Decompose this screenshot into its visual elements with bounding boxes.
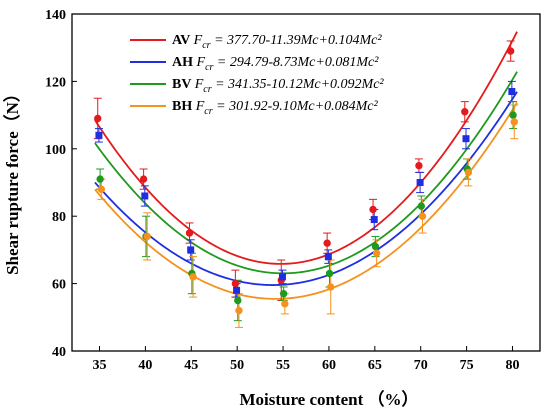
point-bh [418, 212, 427, 220]
y-tick-label: 100 [45, 143, 66, 158]
point-ah [141, 192, 149, 200]
x-tick-label: 60 [322, 358, 336, 373]
legend-entry-bh: BH Fcr = 301.92-9.10Mc+0.084Mc² [172, 99, 378, 117]
point-ah [233, 286, 241, 294]
fit-curves [94, 31, 518, 300]
point-av [369, 205, 377, 214]
y-tick-label: 140 [45, 8, 66, 23]
point-av [415, 161, 423, 170]
point-bh [510, 118, 518, 126]
x-tick-label: 50 [230, 358, 244, 373]
plot-border [71, 13, 541, 352]
point-bv [325, 269, 334, 278]
point-bv [234, 296, 242, 305]
point-ah [278, 273, 286, 281]
x-axis-label: Moisture content （%） [239, 389, 418, 409]
point-bh [143, 232, 151, 241]
point-bv [96, 175, 104, 183]
point-bv [371, 242, 380, 251]
y-axis-label: Shear rupture force（N） [2, 85, 22, 275]
point-ah [416, 179, 424, 186]
legend: AV Fcr = 377.70-11.39Mc+0.104Mc² AH Fcr =… [130, 33, 384, 117]
y-tick-label: 120 [45, 75, 66, 90]
legend-entry-ah: AH Fcr = 294.79-8.73Mc+0.081Mc² [172, 55, 379, 73]
point-av [461, 108, 469, 116]
x-tick-label: 35 [93, 358, 107, 373]
axis-ticks: 35 40 45 50 55 60 65 70 75 80 40 60 80 100 120 140 [45, 8, 519, 373]
fit-curve-ah [94, 91, 518, 286]
point-bh [281, 300, 289, 308]
point-bh [327, 283, 335, 291]
y-tick-label: 40 [52, 345, 66, 360]
point-av [185, 229, 194, 237]
x-tick-label: 80 [505, 358, 519, 373]
point-bv [417, 202, 426, 210]
point-bh [189, 273, 197, 281]
x-tick-label: 75 [460, 358, 474, 373]
point-ah [462, 135, 470, 143]
point-bv [509, 111, 517, 119]
point-av [506, 47, 515, 55]
x-tick-label: 40 [138, 358, 152, 373]
point-av [139, 175, 148, 183]
data-points [94, 47, 518, 315]
y-tick-label: 80 [52, 210, 66, 225]
y-tick-label: 60 [52, 278, 66, 293]
point-ah [508, 88, 516, 96]
x-tick-label: 65 [368, 358, 382, 373]
point-bh [372, 249, 381, 257]
fit-curve-av [94, 31, 518, 265]
point-bh [235, 306, 243, 315]
fit-curve-bv [94, 71, 518, 275]
point-av [231, 279, 240, 288]
fit-curve-bh [94, 102, 518, 300]
point-ah [324, 253, 332, 261]
point-av [94, 114, 102, 123]
point-ah [187, 246, 195, 254]
x-tick-label: 70 [414, 358, 428, 373]
point-av [323, 239, 331, 247]
plot-frame [71, 13, 541, 352]
x-tick-label: 55 [276, 358, 290, 373]
point-bv [279, 290, 288, 298]
point-bh [464, 168, 473, 177]
point-ah [95, 131, 103, 139]
x-tick-label: 45 [184, 358, 198, 373]
point-ah [370, 216, 378, 224]
legend-entry-bv: BV Fcr = 341.35-10.12Mc+0.092Mc² [172, 77, 384, 95]
point-bh [97, 185, 106, 193]
legend-entry-av: AV Fcr = 377.70-11.39Mc+0.104Mc² [172, 33, 382, 51]
